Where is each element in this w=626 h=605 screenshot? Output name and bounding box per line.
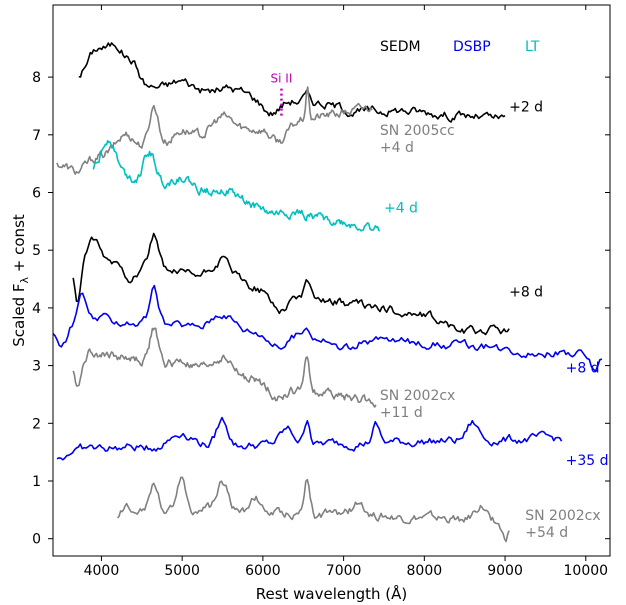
- si-ii-annotation: Si II: [271, 72, 293, 118]
- y-tick-label: 4: [32, 301, 41, 317]
- series-label: +35 d: [566, 453, 609, 469]
- y-tick-label: 5: [32, 243, 41, 259]
- series-label-epoch: +4 d: [380, 140, 414, 156]
- series-label: SN 2002cx: [525, 508, 600, 524]
- series-s_lt_4: +4 d: [92, 140, 418, 232]
- series-s_dsbp_35: +35 d: [56, 416, 609, 469]
- y-axis-label-main: Scaled F: [10, 283, 28, 346]
- y-axis: 0 1 2 3 4 5 6 7 8: [32, 70, 610, 548]
- x-tick-label: 7000: [326, 563, 362, 579]
- x-tick-label: 9000: [487, 563, 523, 579]
- legend-entry-lt: LT: [525, 39, 540, 55]
- legend-entry-dsbp: DSBP: [453, 39, 491, 55]
- series-label: +8 d: [509, 284, 543, 300]
- series-label-epoch: +11 d: [380, 405, 423, 421]
- series-label-epoch: +54 d: [525, 525, 568, 541]
- series-s_dsbp_8: +8 d: [52, 284, 603, 377]
- series-line: [78, 42, 506, 123]
- series-line: [52, 284, 603, 372]
- x-tick-label: 4000: [84, 563, 120, 579]
- x-axis-label: Rest wavelength (Å): [256, 584, 408, 603]
- x-axis: 4000 5000 6000 7000 8000 9000 10000: [84, 5, 608, 579]
- series-s_05cc: SN 2005cc+4 d: [56, 86, 455, 175]
- series-s_sedm_2: +2 d: [78, 42, 543, 123]
- plot-area: +2 dSN 2005cc+4 d+4 d+8 d+8 dSN 2002cx+1…: [52, 42, 609, 543]
- legend: SEDM DSBP LT: [380, 39, 540, 55]
- series-line: [72, 232, 510, 336]
- x-tick-label: 10000: [564, 563, 609, 579]
- y-axis-label: Scaled Fλ + const: [10, 214, 31, 347]
- y-tick-label: 8: [32, 70, 41, 86]
- series-s_sedm_8: +8 d: [72, 232, 543, 336]
- series-label: SN 2002cx: [380, 388, 455, 404]
- legend-entry-sedm: SEDM: [380, 39, 421, 55]
- x-tick-label: 6000: [245, 563, 281, 579]
- series-s_02cx_54: SN 2002cx+54 d: [116, 476, 601, 543]
- y-tick-label: 1: [32, 474, 41, 490]
- y-tick-label: 7: [32, 128, 41, 144]
- series-line: [56, 86, 373, 175]
- series-line: [116, 476, 510, 543]
- y-axis-label-tail: + const: [10, 214, 28, 277]
- series-label: +8 d: [566, 361, 600, 377]
- series-label: SN 2005cc: [380, 123, 455, 139]
- plot-frame: [52, 4, 611, 557]
- series-label: +4 d: [384, 201, 418, 217]
- si-ii-label: Si II: [271, 72, 293, 86]
- y-tick-label: 0: [32, 532, 41, 548]
- y-tick-label: 3: [32, 359, 41, 375]
- series-line: [92, 140, 380, 232]
- x-tick-label: 5000: [164, 563, 200, 579]
- series-line: [72, 327, 377, 408]
- series-line: [56, 416, 563, 461]
- series-label: +2 d: [509, 100, 543, 116]
- series-s_02cx_11: SN 2002cx+11 d: [72, 327, 455, 421]
- y-tick-label: 2: [32, 416, 41, 432]
- x-tick-label: 8000: [407, 563, 443, 579]
- y-tick-label: 6: [32, 186, 41, 202]
- y-axis-label-sub: λ: [18, 276, 31, 283]
